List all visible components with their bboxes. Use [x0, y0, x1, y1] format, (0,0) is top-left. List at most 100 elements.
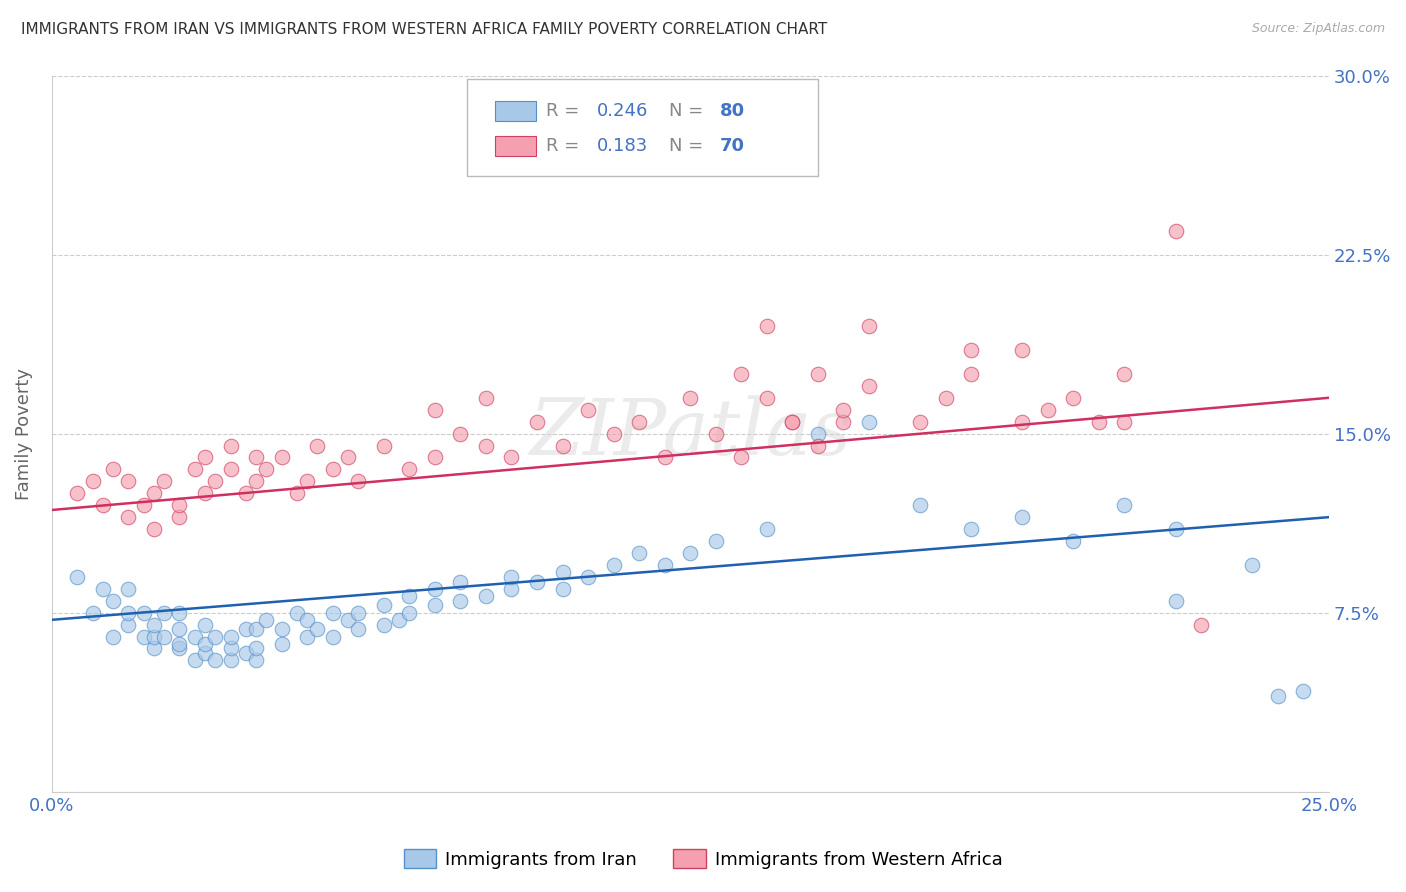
Point [935, 391, 957, 405]
Point [142, 522, 165, 536]
Point [388, 613, 411, 627]
Point [82, 475, 104, 489]
Point [628, 546, 651, 560]
Point [132, 498, 155, 512]
Point [1292, 684, 1315, 698]
Point [960, 367, 983, 381]
Point [142, 630, 165, 644]
Point [654, 558, 676, 572]
Point [1011, 510, 1033, 524]
Point [1164, 224, 1187, 238]
Point [449, 593, 471, 607]
Point [1164, 522, 1187, 536]
Point [475, 438, 498, 452]
Point [679, 546, 702, 560]
Point [184, 462, 207, 476]
Point [169, 606, 191, 620]
Point [858, 379, 880, 393]
Text: 0.246: 0.246 [598, 102, 648, 120]
Point [307, 438, 329, 452]
Point [398, 606, 420, 620]
Point [501, 582, 523, 596]
Point [1114, 367, 1136, 381]
Point [91, 582, 114, 596]
Point [755, 522, 778, 536]
Point [117, 606, 139, 620]
Point [526, 415, 548, 429]
Point [322, 606, 344, 620]
Point [142, 617, 165, 632]
Point [219, 641, 242, 656]
Point [807, 438, 830, 452]
Point [1189, 617, 1212, 632]
Point [704, 534, 727, 549]
Point [169, 623, 191, 637]
Point [960, 522, 983, 536]
Point [832, 402, 855, 417]
Point [101, 630, 124, 644]
Point [1062, 534, 1084, 549]
Point [117, 617, 139, 632]
Point [117, 582, 139, 596]
Point [285, 606, 308, 620]
Point [730, 367, 752, 381]
Point [322, 630, 344, 644]
Point [245, 623, 267, 637]
Point [132, 630, 155, 644]
Point [153, 475, 176, 489]
Text: 70: 70 [720, 137, 745, 155]
Point [194, 646, 217, 660]
Point [117, 510, 139, 524]
Point [960, 343, 983, 357]
Point [807, 367, 830, 381]
Point [245, 475, 267, 489]
Text: N =: N = [668, 102, 709, 120]
Point [679, 391, 702, 405]
Point [1062, 391, 1084, 405]
Point [551, 582, 574, 596]
FancyBboxPatch shape [467, 79, 818, 176]
Point [832, 415, 855, 429]
Text: R =: R = [546, 102, 585, 120]
Point [908, 498, 931, 512]
Point [347, 475, 370, 489]
Point [219, 630, 242, 644]
Point [501, 450, 523, 465]
Text: Source: ZipAtlas.com: Source: ZipAtlas.com [1251, 22, 1385, 36]
Point [1164, 593, 1187, 607]
Point [347, 606, 370, 620]
Point [449, 574, 471, 589]
Point [235, 623, 257, 637]
Point [142, 641, 165, 656]
Point [194, 617, 217, 632]
Point [295, 475, 318, 489]
Point [66, 486, 89, 500]
Point [295, 630, 318, 644]
Point [730, 450, 752, 465]
Point [117, 475, 139, 489]
Point [285, 486, 308, 500]
Point [153, 630, 176, 644]
Point [270, 450, 292, 465]
Point [245, 641, 267, 656]
Point [132, 606, 155, 620]
Point [295, 613, 318, 627]
Point [245, 653, 267, 667]
Point [1241, 558, 1264, 572]
Point [1267, 690, 1289, 704]
Point [858, 319, 880, 334]
Point [219, 438, 242, 452]
Point [270, 637, 292, 651]
Point [373, 599, 395, 613]
Point [782, 415, 804, 429]
Point [654, 450, 676, 465]
Point [169, 498, 191, 512]
Point [101, 593, 124, 607]
Point [245, 450, 267, 465]
Text: ZIPatlas: ZIPatlas [529, 395, 852, 472]
Point [602, 558, 624, 572]
Point [1114, 415, 1136, 429]
Point [66, 570, 89, 584]
Point [204, 475, 226, 489]
Point [194, 450, 217, 465]
